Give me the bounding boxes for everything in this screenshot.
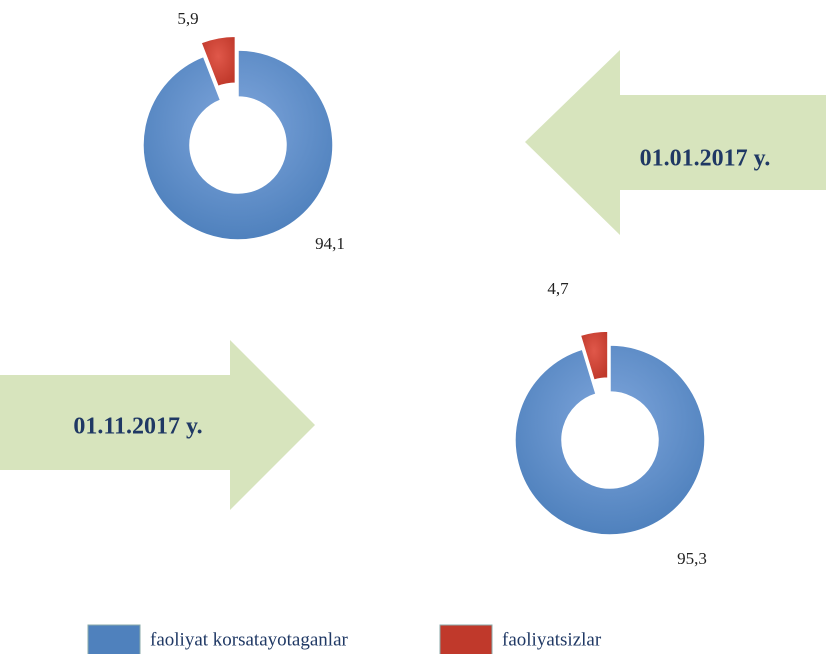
legend-swatch: [87, 624, 141, 654]
donut-slice: [142, 49, 334, 241]
value-label: 94,1: [315, 234, 345, 253]
legend-label: faoliyatsizlar: [502, 629, 602, 650]
donut-slice: [514, 344, 706, 536]
arrow: [525, 50, 826, 235]
donut-slice: [579, 330, 609, 382]
legend: faoliyat korsatayotaganlar faoliyatsizlar: [87, 624, 602, 654]
chart-title: 01.11.2017 y.: [73, 414, 202, 440]
value-label: 4,7: [547, 279, 569, 298]
value-label: 95,3: [677, 549, 707, 568]
legend-swatch: [439, 624, 493, 654]
donut-slice: [200, 35, 237, 88]
legend-label: faoliyat korsatayotaganlar: [150, 629, 349, 650]
arrow: [0, 340, 315, 510]
chart-title: 01.01.2017 y.: [640, 146, 771, 172]
value-label: 5,9: [177, 9, 198, 28]
